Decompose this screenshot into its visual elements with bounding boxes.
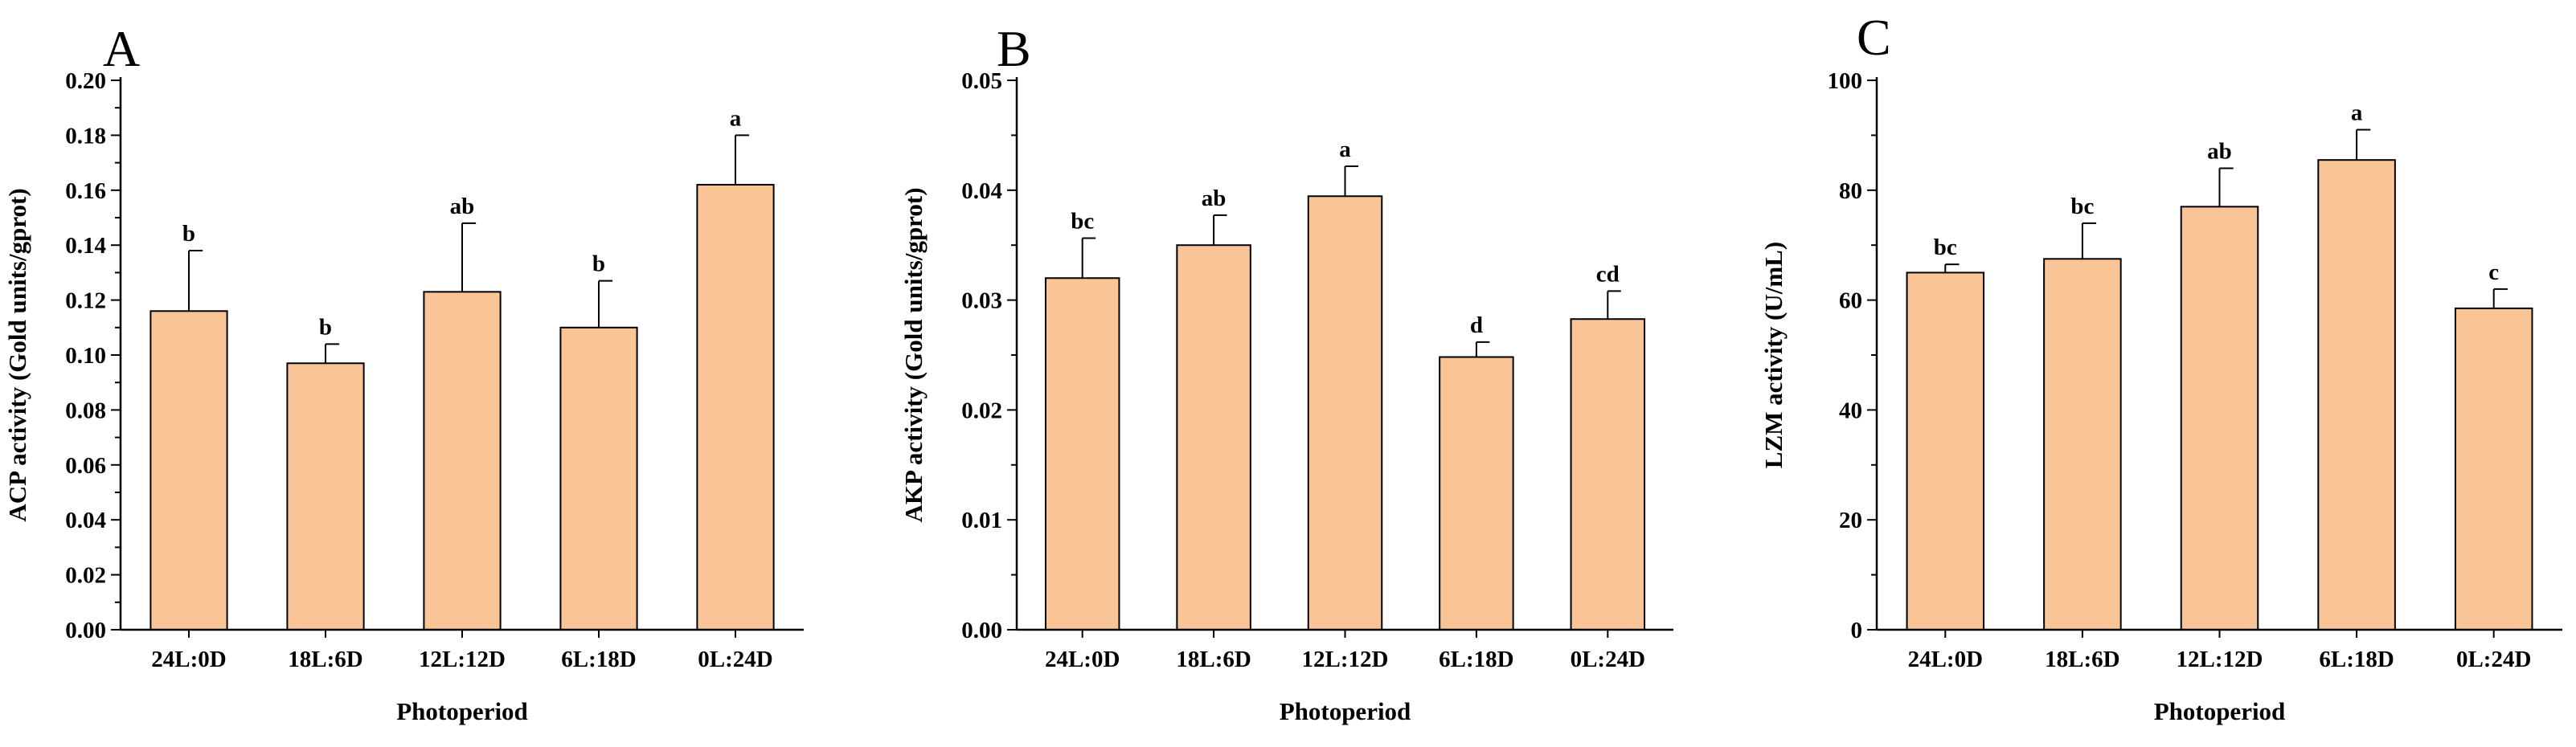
- x-tick-label: 6L:18D: [561, 647, 636, 672]
- panel-letter: A: [103, 20, 140, 77]
- bar-24L:0D: [1906, 271, 1985, 631]
- significance-label: c: [2488, 259, 2499, 285]
- y-tick-label: 0.06: [65, 453, 106, 479]
- significance-label: d: [1470, 312, 1483, 338]
- y-axis-title: ACP activity (Gold units/gprot): [3, 188, 31, 521]
- x-tick-label: 12L:12D: [2177, 647, 2263, 672]
- y-tick-label: 0.02: [961, 398, 1002, 423]
- x-tick-label: 12L:12D: [419, 647, 506, 672]
- x-axis-title: Photoperiod: [396, 697, 528, 725]
- bar-0L:24D: [1570, 318, 1646, 631]
- chart-panel-a: Ab 24L:0D b 18L:6D ab 12L:12D b 6L:18D a 0L:24D 0.…: [3, 20, 804, 725]
- y-tick-label: 0.04: [65, 508, 106, 533]
- bar-6L:18D: [559, 326, 638, 631]
- significance-label: a: [2351, 100, 2363, 126]
- y-tick-label: 0.05: [961, 68, 1002, 94]
- significance-label: ab: [2207, 138, 2232, 164]
- significance-label: b: [182, 221, 195, 247]
- y-tick-label: 20: [1839, 508, 1862, 533]
- bar-0L:24D: [696, 183, 775, 631]
- y-tick-label: 60: [1839, 288, 1862, 314]
- x-tick-label: 24L:0D: [151, 647, 226, 672]
- y-tick-label: 0: [1851, 618, 1863, 643]
- bar-24L:0D: [149, 310, 228, 631]
- y-tick-label: 0.12: [65, 288, 106, 314]
- bar-12L:12D: [1307, 195, 1383, 631]
- significance-label: bc: [2070, 194, 2094, 219]
- y-tick-label: 0.08: [65, 398, 106, 423]
- x-tick-label: 0L:24D: [1571, 647, 1645, 672]
- y-tick-label: 0.03: [961, 288, 1002, 314]
- x-axis-title: Photoperiod: [1280, 697, 1411, 725]
- bar-0L:24D: [2454, 307, 2533, 631]
- significance-label: a: [730, 105, 742, 131]
- bar-12L:12D: [2180, 206, 2259, 631]
- significance-label: ab: [450, 194, 475, 219]
- y-tick-label: 0.16: [65, 178, 106, 204]
- y-tick-label: 0.14: [65, 233, 106, 259]
- significance-label: bc: [1934, 235, 1957, 260]
- x-tick-label: 18L:6D: [1176, 647, 1251, 672]
- significance-label: b: [592, 251, 605, 277]
- bar-24L:0D: [1044, 277, 1120, 631]
- significance-label: ab: [1202, 186, 1227, 211]
- x-tick-label: 24L:0D: [1045, 647, 1120, 672]
- chart-panel-b: Bbc 24L:0D ab 18L:6D a 12L:12D d 6L:18D cd 0L:24D…: [899, 20, 1673, 725]
- significance-label: a: [1339, 137, 1351, 162]
- x-tick-label: 6L:18D: [2319, 647, 2394, 672]
- bar-6L:18D: [2317, 159, 2396, 631]
- y-axis-title: LZM activity (U/mL): [1759, 242, 1788, 468]
- x-tick-label: 6L:18D: [1439, 647, 1513, 672]
- y-tick-label: 0.00: [961, 618, 1002, 643]
- x-tick-label: 0L:24D: [2456, 647, 2531, 672]
- panel-letter: C: [1857, 9, 1891, 66]
- bar-18L:6D: [1176, 244, 1251, 631]
- bar-6L:18D: [1439, 356, 1514, 631]
- x-tick-label: 12L:12D: [1302, 647, 1389, 672]
- y-tick-label: 0.01: [961, 508, 1002, 533]
- x-tick-label: 18L:6D: [2045, 647, 2119, 672]
- x-tick-label: 0L:24D: [698, 647, 772, 672]
- y-tick-label: 40: [1839, 398, 1862, 423]
- significance-label: b: [319, 314, 332, 340]
- y-tick-label: 0.02: [65, 563, 106, 589]
- bar-12L:12D: [423, 291, 502, 631]
- y-tick-label: 0.00: [65, 618, 106, 643]
- significance-label: bc: [1071, 208, 1094, 234]
- y-tick-label: 0.20: [65, 68, 106, 94]
- y-tick-label: 100: [1828, 68, 1863, 94]
- y-tick-label: 0.18: [65, 123, 106, 149]
- bar-18L:6D: [286, 362, 365, 631]
- chart-panel-c: Cbc 24L:0D bc 18L:6D ab 12L:12D a 6L:18D c 0L:24D…: [1759, 9, 2562, 725]
- y-axis-title: AKP activity (Gold units/gprot): [899, 187, 928, 522]
- y-tick-label: 0.10: [65, 343, 106, 369]
- significance-label: cd: [1596, 261, 1620, 287]
- panel-letter: B: [997, 20, 1031, 77]
- x-axis-title: Photoperiod: [2154, 697, 2286, 725]
- x-tick-label: 24L:0D: [1908, 647, 1983, 672]
- bar-18L:6D: [2043, 258, 2122, 631]
- y-tick-label: 80: [1839, 178, 1862, 204]
- x-tick-label: 18L:6D: [288, 647, 362, 672]
- y-tick-label: 0.04: [961, 178, 1002, 204]
